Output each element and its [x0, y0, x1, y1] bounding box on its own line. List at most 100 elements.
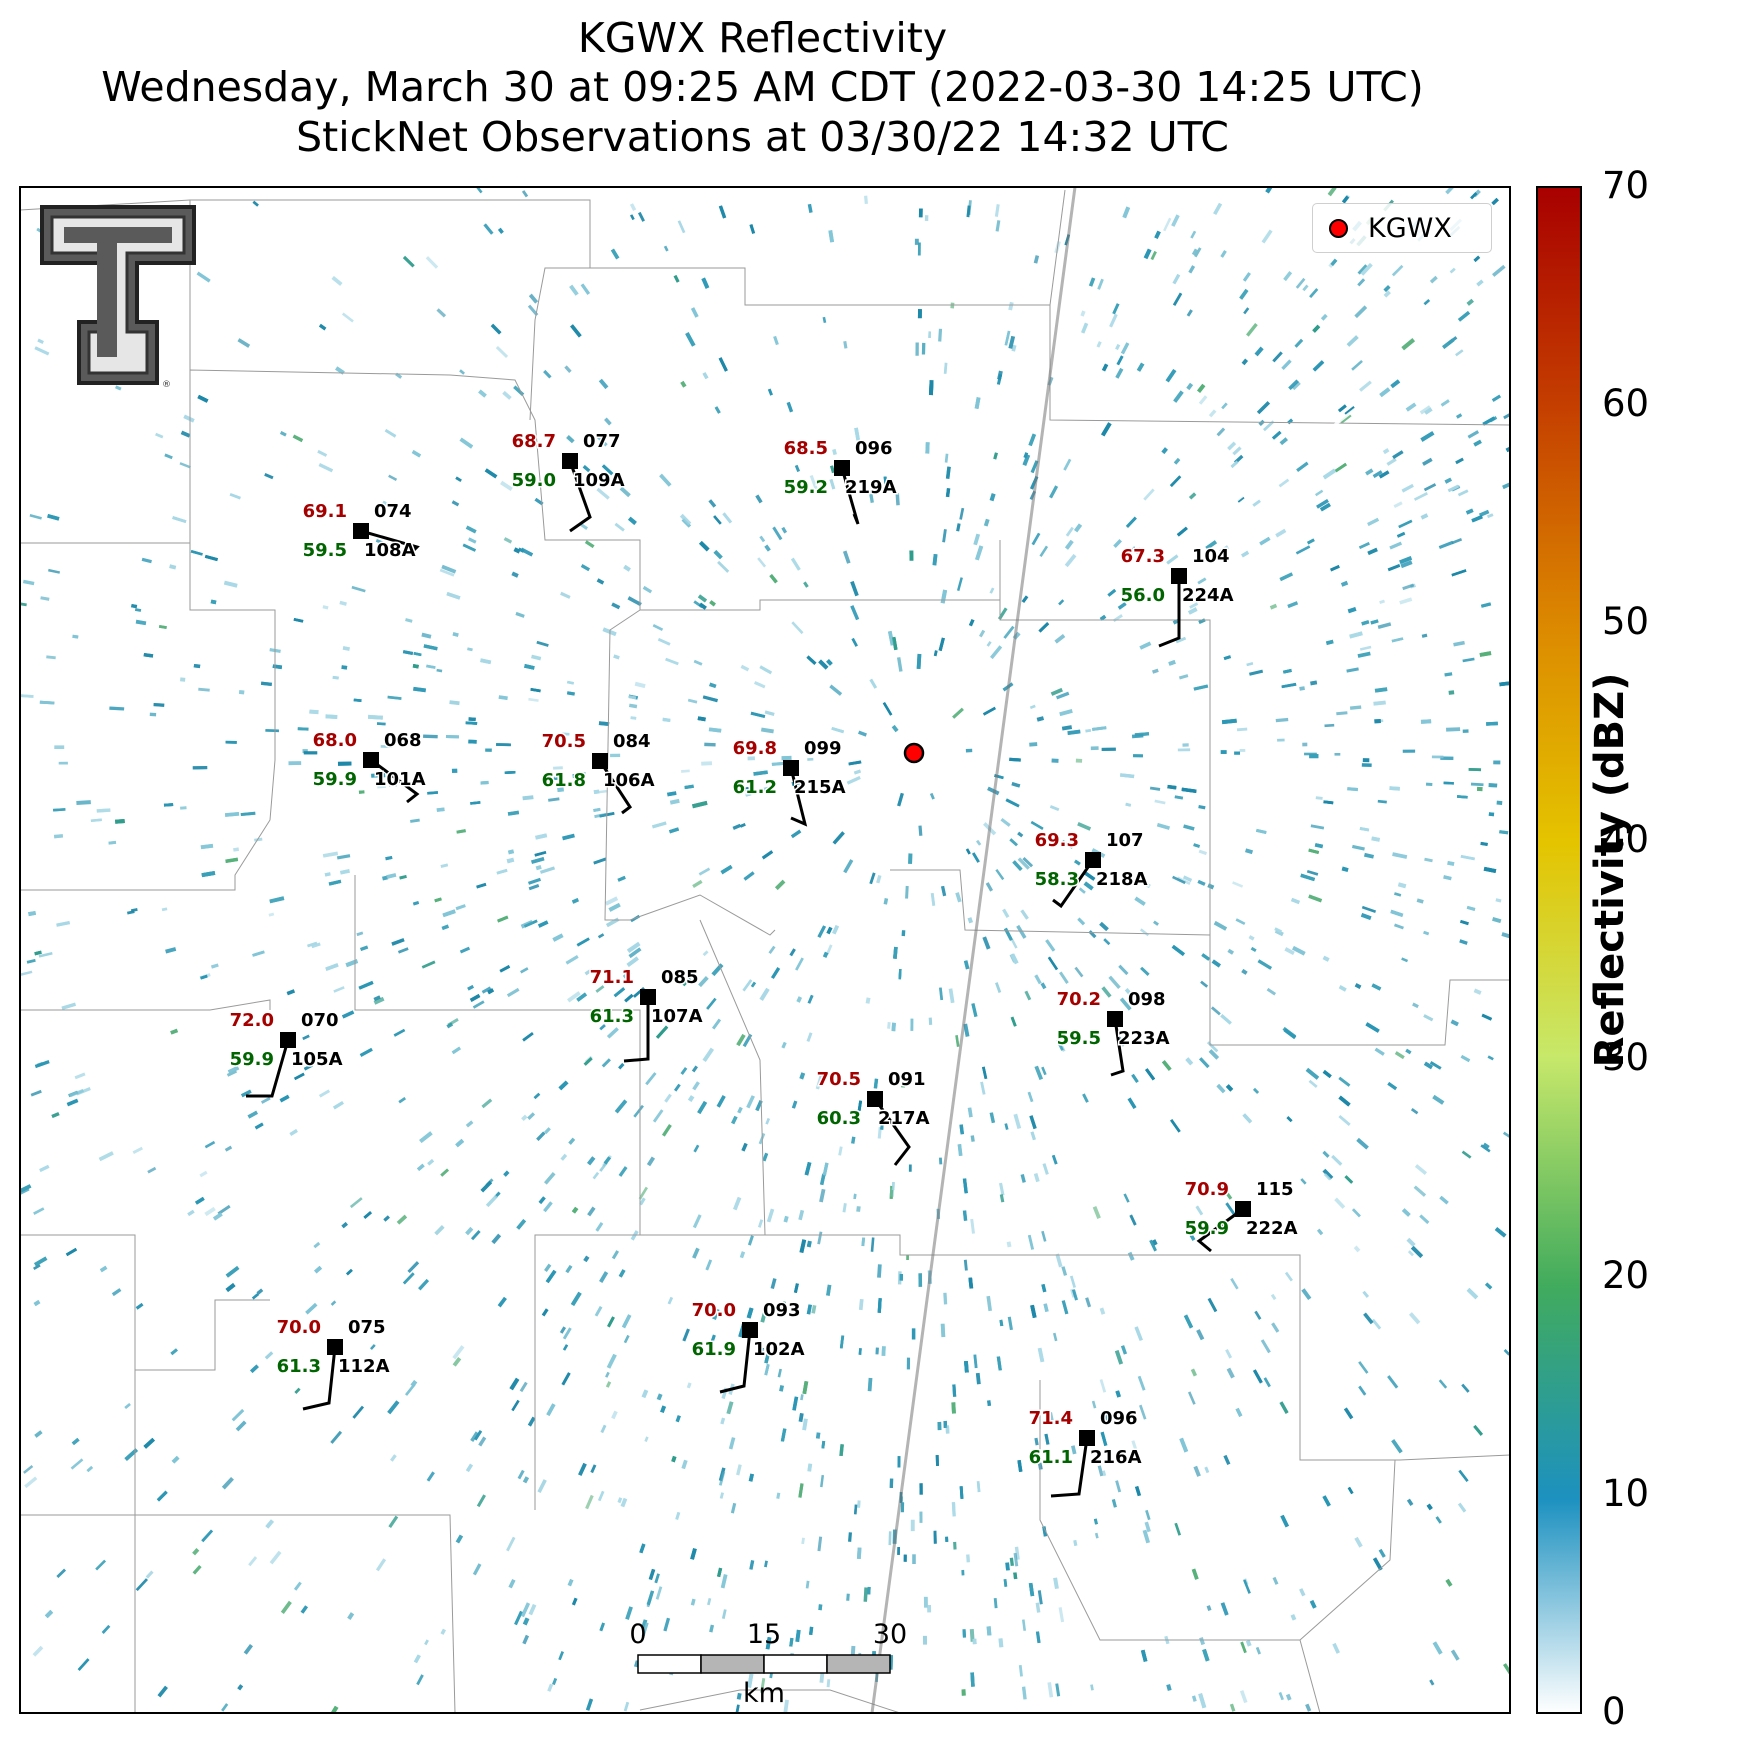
echo-gate [1140, 1649, 1148, 1662]
echo-gate [1041, 1284, 1047, 1293]
echo-gate [313, 1241, 321, 1249]
echo-gate [1216, 427, 1226, 437]
echo-gate [743, 871, 755, 881]
echo-gate [386, 873, 397, 879]
station-pressure: 068 [384, 730, 422, 751]
echo-gate [1322, 1168, 1334, 1180]
echo-gate [818, 1604, 823, 1611]
echo-gate [739, 1251, 746, 1259]
echo-gate [1479, 651, 1492, 657]
echo-gate [702, 372, 709, 380]
echo-gate [472, 1000, 485, 1009]
echo-gate [1432, 1641, 1443, 1655]
echo-gate [1017, 1460, 1023, 1472]
echo-gate [416, 1163, 425, 1172]
echo-gate [1401, 483, 1414, 493]
echo-gate [153, 702, 165, 707]
road-line [870, 187, 1077, 1713]
echo-gate [34, 346, 50, 356]
echo-gate [601, 1058, 611, 1068]
echo-gate [524, 664, 535, 670]
echo-gate [566, 435, 575, 444]
echo-gate [1344, 1175, 1354, 1184]
echo-gate [1453, 640, 1465, 647]
echo-gate [619, 486, 631, 498]
echo-gate [1483, 866, 1497, 874]
echo-gate [1220, 1014, 1232, 1025]
echo-gate [932, 554, 938, 566]
echo-gate [535, 833, 548, 840]
echo-gate [1398, 519, 1413, 529]
echo-gate [474, 1430, 483, 1441]
echo-gate [522, 1032, 534, 1042]
echo-gate [1123, 1193, 1130, 1203]
echo-gate [1221, 718, 1237, 725]
echo-gate [1439, 1195, 1449, 1205]
echo-gate [424, 1639, 429, 1646]
echo-gate [387, 695, 402, 700]
echo-gate [562, 1327, 572, 1340]
echo-gate [663, 245, 669, 252]
echo-gate [1041, 1230, 1047, 1242]
echo-gate [410, 818, 420, 823]
echo-gate [971, 1003, 978, 1017]
echo-gate [1266, 987, 1277, 996]
echo-gate [1181, 787, 1197, 793]
echo-gate [583, 1057, 593, 1066]
echo-gate [34, 950, 42, 956]
echo-gate [1093, 1518, 1098, 1525]
echo-gate [465, 1226, 474, 1236]
echo-gate [1080, 310, 1086, 317]
echo-gate [225, 1265, 240, 1278]
echo-gate [779, 1385, 784, 1392]
echo-gate [750, 711, 766, 718]
echo-gate [667, 1296, 674, 1305]
echo-gate [503, 1170, 510, 1177]
echo-gate [731, 1115, 738, 1125]
echo-gate [1413, 1185, 1427, 1197]
echo-gate [970, 1672, 975, 1687]
station-marker [834, 460, 850, 476]
station-id: 109A [573, 470, 625, 491]
echo-gate [669, 798, 680, 805]
echo-gate [1503, 1663, 1510, 1678]
echo-gate [887, 1021, 891, 1029]
echo-gate [1336, 711, 1348, 716]
echo-gate [1034, 1437, 1039, 1446]
echo-gate [966, 205, 971, 218]
echo-gate [1279, 572, 1293, 582]
station-temperature: 68.5 [784, 438, 828, 459]
echo-gate [811, 1304, 817, 1314]
echo-gate [593, 857, 607, 865]
echo-gate [76, 800, 91, 806]
echo-gate [1360, 263, 1373, 276]
echo-gate [964, 1360, 969, 1373]
echo-gate [802, 1380, 809, 1395]
echo-gate [593, 789, 600, 795]
echo-gate [1461, 1150, 1472, 1159]
echo-gate [1003, 625, 1015, 639]
echo-gate [1012, 860, 1023, 871]
echo-gate [1179, 1437, 1189, 1453]
echo-gate [523, 919, 538, 928]
echo-gate [642, 585, 653, 594]
echo-gate [1261, 229, 1273, 244]
echo-gate [1470, 782, 1484, 787]
echo-gate [882, 702, 893, 716]
echo-gate [1391, 637, 1404, 643]
echo-gate [1188, 607, 1198, 615]
echo-gate [1284, 1271, 1293, 1282]
echo-gate [1410, 1245, 1424, 1259]
echo-gate [476, 1494, 486, 1508]
echo-gate [387, 1400, 400, 1415]
echo-gate [309, 709, 319, 715]
echo-gate [1091, 1400, 1097, 1409]
station-temperature: 67.3 [1121, 546, 1165, 567]
echo-gate [398, 1097, 406, 1104]
echo-gate [1465, 508, 1474, 515]
echo-gate [1414, 1164, 1428, 1175]
echo-gate [842, 550, 851, 564]
echo-gate [809, 474, 818, 490]
